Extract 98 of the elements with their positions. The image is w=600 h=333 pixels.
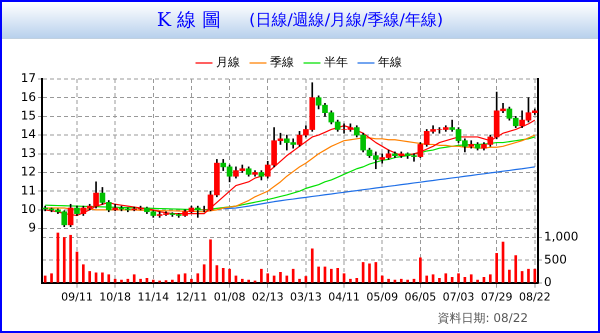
y2-tick-label: 500 bbox=[544, 252, 567, 266]
bar bbox=[324, 266, 326, 283]
bar bbox=[362, 262, 364, 283]
bar bbox=[44, 276, 47, 283]
legend-label: 月線 bbox=[216, 55, 240, 70]
bar bbox=[139, 278, 142, 283]
bar bbox=[132, 274, 136, 283]
bar bbox=[202, 264, 206, 283]
text: 資料日期: 08/22 bbox=[438, 311, 528, 325]
bar bbox=[520, 271, 524, 283]
bar bbox=[298, 278, 301, 283]
bar bbox=[317, 266, 320, 283]
bar bbox=[164, 280, 168, 283]
bar bbox=[266, 273, 270, 283]
y-tick-label: 11 bbox=[20, 183, 36, 198]
bar bbox=[62, 237, 66, 283]
bar bbox=[292, 268, 295, 283]
bar bbox=[342, 273, 346, 283]
bar bbox=[216, 265, 218, 283]
bar bbox=[457, 273, 460, 283]
bar bbox=[444, 273, 448, 283]
bar bbox=[336, 268, 340, 283]
bar bbox=[425, 276, 428, 283]
y2-tick-label: 0 bbox=[544, 274, 552, 289]
bar bbox=[380, 276, 384, 283]
bar bbox=[272, 276, 276, 283]
bar bbox=[184, 273, 186, 283]
bar bbox=[120, 280, 123, 283]
bar bbox=[374, 262, 378, 283]
bar bbox=[387, 278, 390, 283]
bar bbox=[310, 248, 314, 283]
y-tick-label: 13 bbox=[20, 146, 36, 160]
x-tick-label: 04/11 bbox=[328, 290, 360, 304]
bar bbox=[438, 278, 441, 283]
bar bbox=[107, 274, 110, 283]
bar bbox=[412, 278, 416, 283]
x-tick-label: 02/13 bbox=[252, 290, 284, 304]
x-tick-label: 07/29 bbox=[480, 290, 513, 304]
bar bbox=[508, 270, 511, 283]
bar bbox=[177, 274, 180, 283]
bar bbox=[502, 242, 504, 283]
bar bbox=[101, 272, 104, 283]
y2-tick-label: 1,000 bbox=[544, 230, 578, 244]
bar bbox=[394, 280, 396, 283]
chart-subtitle: (日線/週線/月線/季線/年線) bbox=[249, 10, 444, 30]
bar bbox=[69, 234, 72, 283]
bar bbox=[470, 274, 473, 283]
x-tick-label: 01/08 bbox=[214, 290, 246, 304]
bar bbox=[228, 268, 231, 283]
bar bbox=[82, 264, 85, 283]
bar bbox=[450, 277, 454, 283]
y-tick-label: 14 bbox=[20, 127, 36, 142]
x-tick-label: 08/22 bbox=[518, 290, 551, 304]
bar bbox=[190, 278, 193, 283]
y-tick-label: 17 bbox=[20, 71, 36, 86]
bar bbox=[527, 268, 530, 283]
bar bbox=[234, 276, 238, 283]
x-tick-label: 07/03 bbox=[442, 290, 474, 304]
bar bbox=[419, 258, 422, 283]
chart-title: K 線 圖 bbox=[156, 8, 222, 33]
bar bbox=[94, 272, 98, 283]
bar bbox=[514, 255, 518, 283]
legend-label: 年線 bbox=[378, 55, 402, 70]
bar bbox=[330, 268, 333, 283]
bar bbox=[279, 272, 282, 283]
bar bbox=[464, 277, 466, 283]
x-tick-label: 12/11 bbox=[176, 290, 208, 304]
bar bbox=[209, 239, 212, 283]
bar bbox=[56, 232, 60, 283]
bar bbox=[432, 274, 434, 283]
y-tick-label: 15 bbox=[20, 108, 36, 123]
legend-label: 半年 bbox=[324, 55, 348, 70]
bar bbox=[222, 268, 225, 283]
bar bbox=[285, 276, 288, 283]
x-tick-label: 05/09 bbox=[366, 290, 398, 304]
bar bbox=[495, 253, 498, 283]
bar bbox=[304, 276, 308, 283]
bar bbox=[50, 273, 53, 283]
y-tick-label: 9 bbox=[28, 220, 36, 235]
x-tick-label: 10/18 bbox=[99, 290, 131, 304]
y-tick-label: 12 bbox=[20, 164, 36, 179]
bar bbox=[76, 252, 78, 283]
bar bbox=[88, 271, 92, 283]
legend-label: 季線 bbox=[270, 55, 294, 70]
bar bbox=[368, 263, 371, 283]
bar bbox=[488, 274, 492, 283]
bar bbox=[533, 268, 536, 283]
x-tick-label: 11/14 bbox=[137, 290, 170, 304]
bar bbox=[482, 277, 486, 283]
y-tick-label: 10 bbox=[20, 202, 36, 216]
x-tick-label: 03/13 bbox=[290, 290, 322, 304]
bar bbox=[355, 278, 358, 283]
y-tick-label: 16 bbox=[20, 90, 36, 104]
bar bbox=[196, 273, 200, 283]
bar bbox=[146, 278, 148, 283]
bar bbox=[260, 268, 263, 283]
x-tick-label: 09/11 bbox=[61, 290, 93, 304]
x-tick-label: 06/05 bbox=[404, 290, 436, 304]
